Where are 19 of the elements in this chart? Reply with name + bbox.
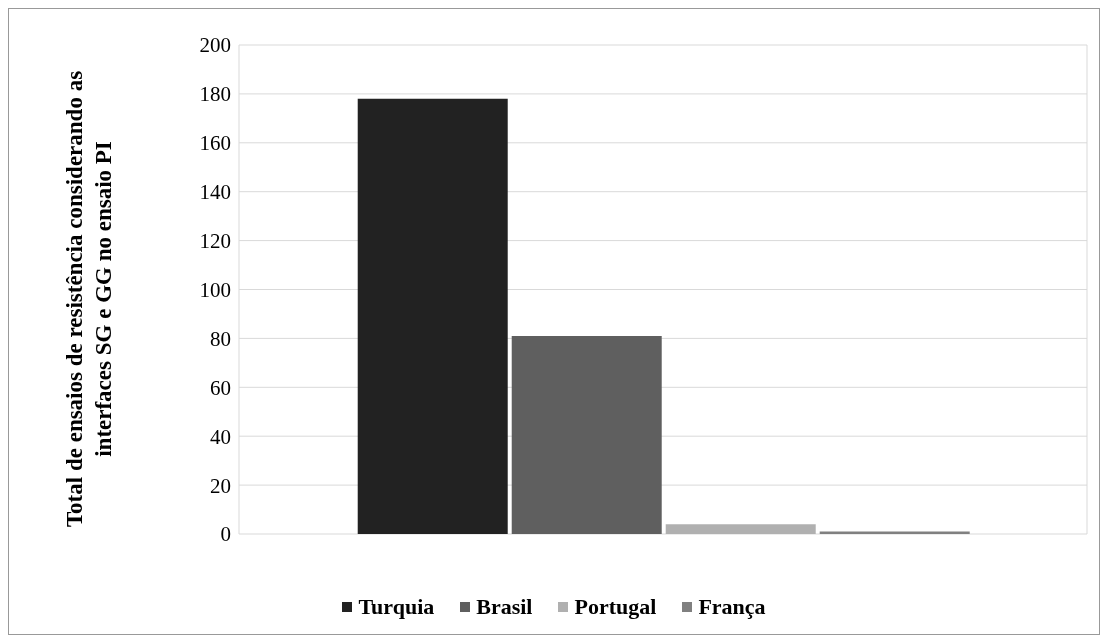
y-tick-label: 0 [220,522,231,547]
legend-label: Portugal [574,594,657,620]
y-tick-label: 40 [210,424,231,449]
y-tick-label: 160 [199,131,231,156]
legend-label: Turquia [358,594,435,620]
y-tick-label: 100 [199,277,231,302]
y-tick-label: 80 [210,326,231,351]
y-tick-label: 120 [199,229,231,254]
y-tick-label: 180 [199,82,231,107]
y-axis-title: Total de ensaios de resistência considerando as interfaces SG e GG no ensaio PI [61,69,117,529]
bar [357,98,508,534]
legend-label: Brasil [476,594,533,620]
legend-label: França [698,594,766,620]
y-tick-label: 20 [210,473,231,498]
bar [511,335,662,534]
bar [665,524,816,534]
y-tick-label: 200 [199,33,231,58]
y-tick-label: 60 [210,375,231,400]
y-tick-label: 140 [199,180,231,205]
